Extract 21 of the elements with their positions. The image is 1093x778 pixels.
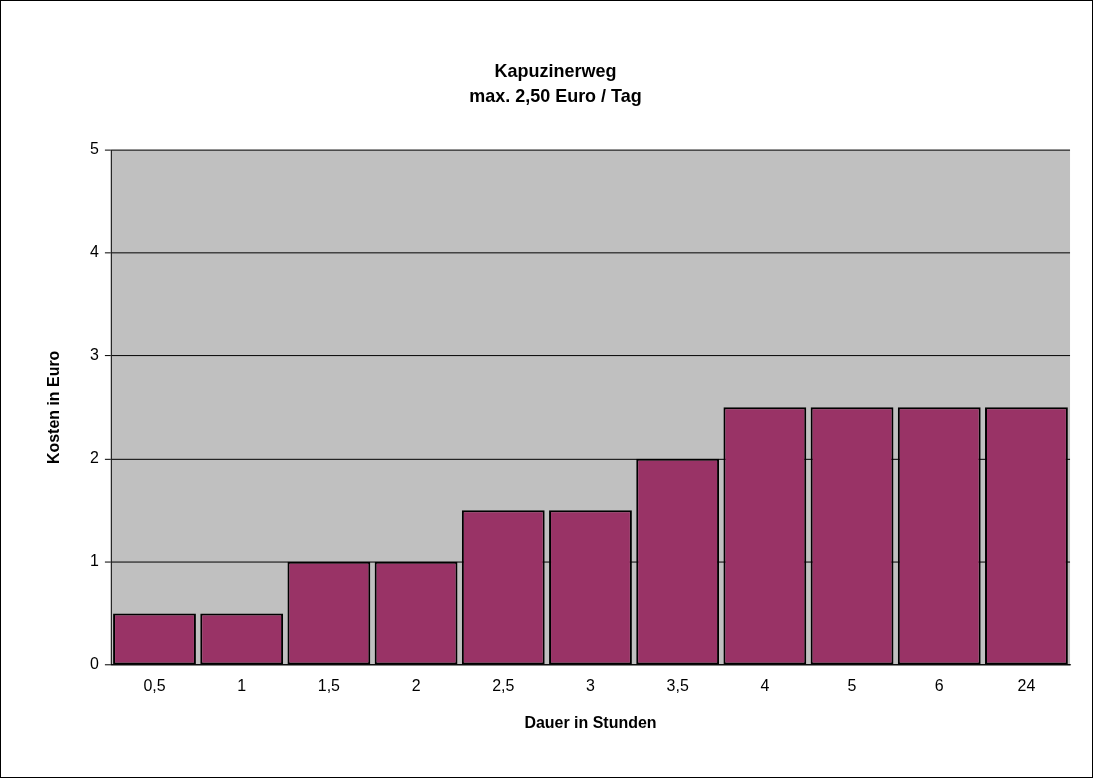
y-tick-label: 2	[90, 449, 100, 467]
y-tick-label: 1	[90, 552, 100, 570]
x-tick-label: 6	[934, 676, 944, 694]
chart-title: Kapuzinerweg	[494, 60, 617, 81]
x-tick-label: 0,5	[143, 676, 166, 694]
y-tick-label: 3	[90, 346, 100, 364]
x-tick-label: 24	[1017, 676, 1036, 694]
x-tick-label: 2	[411, 676, 421, 694]
x-tick-label: 3,5	[666, 676, 689, 694]
x-tick-label: 4	[760, 676, 770, 694]
x-tick-label: 2,5	[492, 676, 515, 694]
y-tick-label: 0	[90, 655, 100, 673]
y-tick-label: 5	[90, 140, 100, 158]
x-tick-label: 1	[237, 676, 247, 694]
x-tick-label: 1,5	[317, 676, 341, 694]
x-axis-title: Dauer in Stunden	[524, 713, 657, 731]
x-tick-label: 5	[847, 676, 857, 694]
y-tick-label: 4	[90, 243, 100, 261]
chart-subtitle: max. 2,50 Euro / Tag	[469, 86, 642, 107]
x-tick-label: 3	[586, 676, 596, 694]
y-axis-title: Kosten in Euro	[44, 350, 62, 465]
